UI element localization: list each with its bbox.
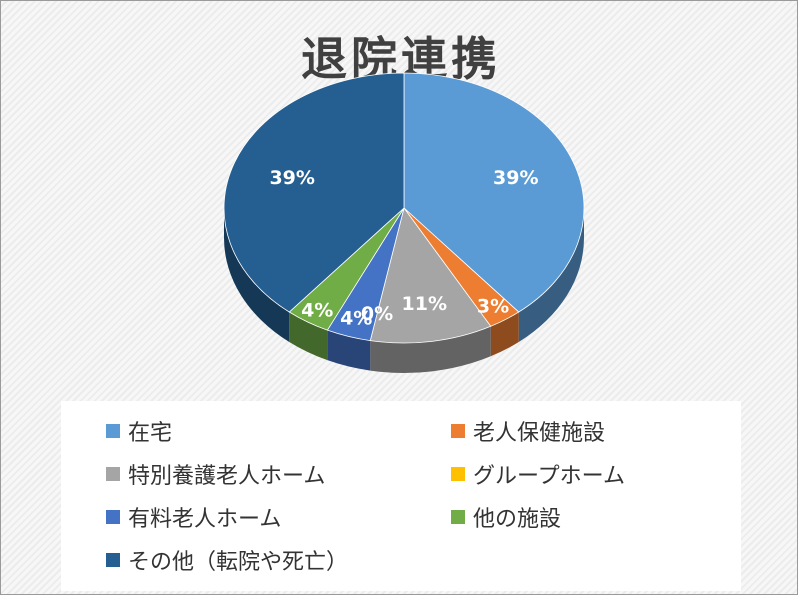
legend-swatch-0 (106, 424, 120, 438)
legend-label-3: グループホーム (473, 464, 626, 489)
legend-item-4: 有料老人ホーム (106, 501, 281, 533)
legend-item-5: 他の施設 (451, 501, 561, 533)
pie-side-0 (518, 208, 584, 343)
data-label-4: 4% (340, 307, 372, 329)
legend-label-1: 老人保健施設 (473, 421, 606, 446)
legend-swatch-4 (106, 510, 120, 524)
legend-item-0: 在宅 (106, 415, 172, 447)
pie-side-1 (490, 312, 519, 357)
legend-swatch-1 (451, 424, 465, 438)
pie-slice-6 (223, 72, 405, 313)
data-label-0: 39% (493, 167, 538, 189)
legend-label-4: 有料老人ホーム (128, 507, 282, 532)
legend-swatch-5 (451, 510, 465, 524)
pie-slice-0 (403, 72, 585, 313)
legend-item-1: 老人保健施設 (451, 415, 605, 447)
pie-slice-2 (369, 207, 492, 344)
legend-swatch-2 (106, 467, 120, 481)
pie-data-labels: 39%3%11%0%4%4%39% (269, 167, 538, 330)
legend-label-0: 在宅 (128, 421, 173, 446)
pie-chart: 39%3%11%0%4%4%39% (223, 72, 585, 373)
pie-side-2 (370, 326, 491, 373)
data-label-5: 4% (301, 300, 333, 322)
pie-sides (224, 208, 584, 373)
data-label-1: 3% (477, 295, 509, 317)
legend-swatch-6 (106, 553, 120, 567)
pie-side-5 (289, 312, 328, 361)
data-label-6: 39% (269, 167, 314, 189)
pie-side-6 (224, 208, 290, 343)
pie-side-4 (327, 330, 371, 371)
legend-item-2: 特別養護老人ホーム (106, 458, 325, 490)
legend-swatch-3 (451, 467, 465, 481)
legend: 在宅 老人保健施設特別養護老人ホーム グループホーム有料老人ホーム 他の施設その他（転… (61, 401, 741, 591)
legend-label-6: その他（転院や死亡） (128, 550, 349, 575)
legend-item-3: グループホーム (451, 458, 625, 490)
data-label-2: 11% (402, 293, 447, 315)
legend-item-6: その他（転院や死亡） (106, 544, 348, 576)
data-label-3: 0% (361, 303, 393, 325)
pie-slices (223, 72, 585, 344)
legend-label-5: 他の施設 (473, 507, 562, 532)
legend-label-2: 特別養護老人ホーム (128, 464, 326, 489)
